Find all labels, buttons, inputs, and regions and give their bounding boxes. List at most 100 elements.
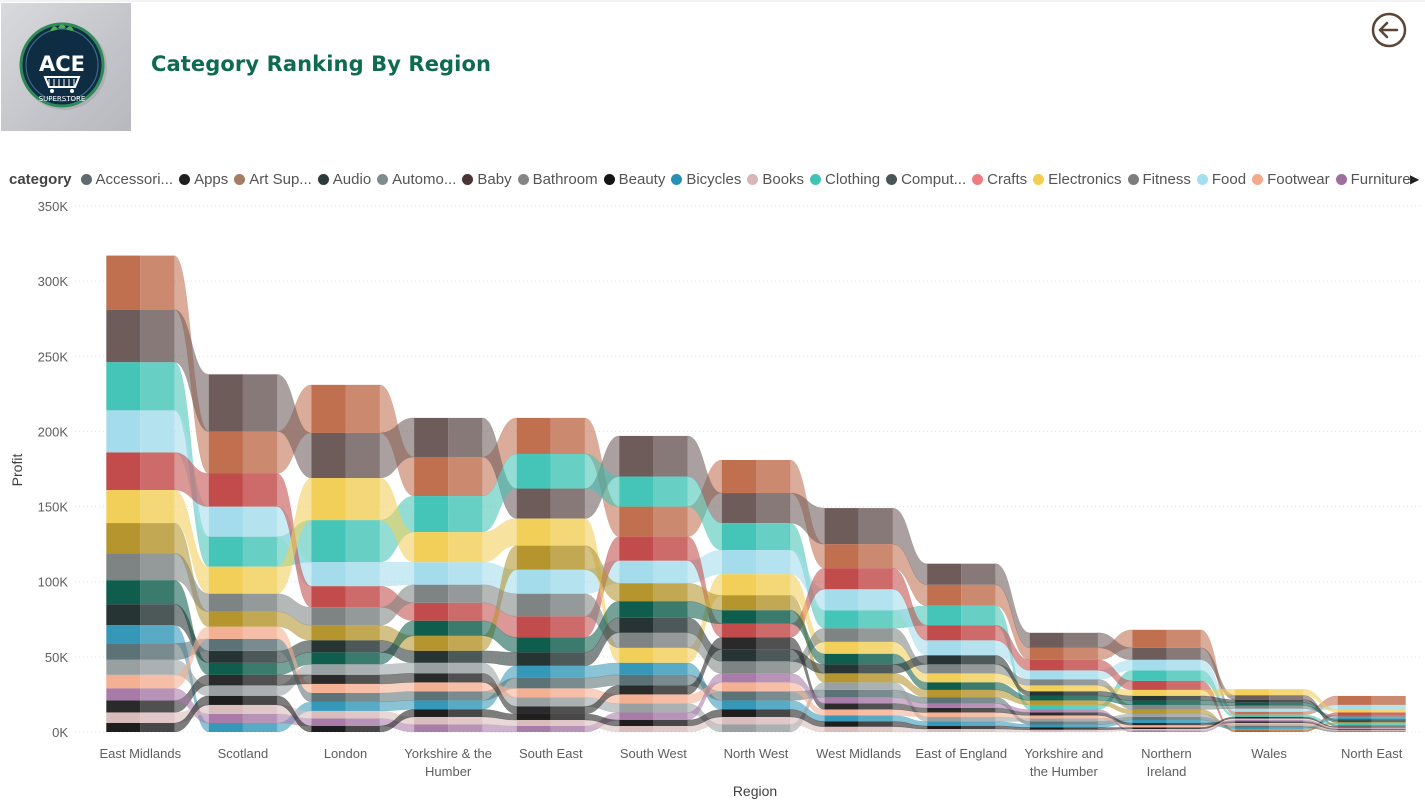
bar-segment[interactable] xyxy=(927,703,962,708)
bar-segment[interactable] xyxy=(1235,714,1270,717)
bar-segment[interactable] xyxy=(140,674,175,689)
bar-segment[interactable] xyxy=(414,673,449,683)
bar-segment[interactable] xyxy=(345,640,380,653)
bar-segment[interactable] xyxy=(1269,727,1304,729)
bar-segment[interactable] xyxy=(345,683,380,693)
bar-segment[interactable] xyxy=(140,452,175,491)
bar-segment[interactable] xyxy=(824,544,859,569)
bar-segment[interactable] xyxy=(208,713,243,723)
bar-segment[interactable] xyxy=(961,625,996,641)
bar-segment[interactable] xyxy=(756,550,790,575)
bar-segment[interactable] xyxy=(756,459,790,494)
bar-segment[interactable] xyxy=(345,384,380,433)
bar-segment[interactable] xyxy=(1132,713,1167,717)
bar-segment[interactable] xyxy=(1132,647,1167,660)
bar-segment[interactable] xyxy=(858,703,893,710)
bar-segment[interactable] xyxy=(756,673,790,683)
bar-segment[interactable] xyxy=(414,532,449,563)
bar-segment[interactable] xyxy=(516,518,551,546)
bar-segment[interactable] xyxy=(448,709,483,717)
bar-segment[interactable] xyxy=(961,605,996,626)
bar-segment[interactable] xyxy=(242,704,277,714)
bar-segment[interactable] xyxy=(858,508,893,545)
bar-segment[interactable] xyxy=(619,476,654,507)
bar-segment[interactable] xyxy=(1063,704,1098,710)
bar-segment[interactable] xyxy=(550,706,585,714)
bar-segment[interactable] xyxy=(140,309,175,363)
bar-segment[interactable] xyxy=(756,493,790,524)
bar-segment[interactable] xyxy=(550,652,585,666)
bar-segment[interactable] xyxy=(550,488,585,519)
bar-segment[interactable] xyxy=(961,682,996,690)
bar-segment[interactable] xyxy=(927,673,962,683)
bar-segment[interactable] xyxy=(1371,722,1406,724)
bar-segment[interactable] xyxy=(1269,728,1304,731)
bar-segment[interactable] xyxy=(824,653,859,665)
bar-segment[interactable] xyxy=(722,550,756,575)
bar-segment[interactable] xyxy=(1371,730,1406,732)
bar-segment[interactable] xyxy=(516,488,551,519)
bar-segment[interactable] xyxy=(1269,711,1304,715)
bar-segment[interactable] xyxy=(1337,726,1372,728)
bar-segment[interactable] xyxy=(106,490,141,524)
bar-segment[interactable] xyxy=(140,659,175,675)
bar-segment[interactable] xyxy=(140,722,175,732)
legend-item[interactable]: Electronics xyxy=(1033,171,1122,188)
bar-segment[interactable] xyxy=(242,611,277,627)
bar-segment[interactable] xyxy=(653,632,688,648)
bar-segment[interactable] xyxy=(1029,647,1064,660)
bar-segment[interactable] xyxy=(619,506,654,537)
bar-segment[interactable] xyxy=(756,523,790,551)
bar-segment[interactable] xyxy=(1166,629,1201,648)
bar-segment[interactable] xyxy=(550,688,585,698)
bar-segment[interactable] xyxy=(414,602,449,621)
bar-segment[interactable] xyxy=(1166,719,1201,723)
bar-segment[interactable] xyxy=(1029,718,1064,722)
bar-segment[interactable] xyxy=(448,691,483,701)
bar-segment[interactable] xyxy=(516,417,551,454)
bar-segment[interactable] xyxy=(1235,719,1270,722)
bar-segment[interactable] xyxy=(858,697,893,704)
bar-segment[interactable] xyxy=(1337,727,1372,729)
bar-segment[interactable] xyxy=(1269,722,1304,725)
bar-segment[interactable] xyxy=(1371,709,1406,713)
bar-segment[interactable] xyxy=(1166,725,1201,728)
bar-segment[interactable] xyxy=(1132,728,1167,731)
bar-segment[interactable] xyxy=(516,665,551,678)
bar-segment[interactable] xyxy=(653,674,688,686)
bar-segment[interactable] xyxy=(1029,729,1064,732)
bar-segment[interactable] xyxy=(345,692,380,702)
bar-segment[interactable] xyxy=(106,722,141,732)
bar-segment[interactable] xyxy=(1063,718,1098,722)
bar-segment[interactable] xyxy=(1029,691,1064,696)
bar-segment[interactable] xyxy=(824,709,859,716)
bar-segment[interactable] xyxy=(927,584,962,606)
bar-segment[interactable] xyxy=(1132,704,1167,710)
legend-item[interactable]: Crafts xyxy=(972,171,1027,188)
bar-segment[interactable] xyxy=(1029,715,1064,719)
bar-segment[interactable] xyxy=(619,632,654,648)
bar-segment[interactable] xyxy=(1371,712,1406,716)
bar-segment[interactable] xyxy=(1063,647,1098,660)
bar-segment[interactable] xyxy=(345,520,380,563)
bar-segment[interactable] xyxy=(448,700,483,710)
bar-segment[interactable] xyxy=(824,589,859,611)
bar-segment[interactable] xyxy=(242,650,277,663)
bar-segment[interactable] xyxy=(414,562,449,585)
bar-segment[interactable] xyxy=(448,532,483,563)
bar-segment[interactable] xyxy=(311,384,346,433)
bar-segment[interactable] xyxy=(619,685,654,695)
bar-segment[interactable] xyxy=(106,625,141,644)
bar-segment[interactable] xyxy=(242,593,277,612)
bar-segment[interactable] xyxy=(1132,659,1167,671)
bar-segment[interactable] xyxy=(140,255,175,310)
bar-segment[interactable] xyxy=(927,707,962,713)
bar-segment[interactable] xyxy=(756,691,790,701)
bar-segment[interactable] xyxy=(619,712,654,720)
bar-segment[interactable] xyxy=(448,456,483,497)
bar-segment[interactable] xyxy=(208,674,243,686)
bar-segment[interactable] xyxy=(653,685,688,695)
bar-segment[interactable] xyxy=(1029,632,1064,648)
bar-segment[interactable] xyxy=(858,641,893,654)
bar-segment[interactable] xyxy=(927,725,962,729)
